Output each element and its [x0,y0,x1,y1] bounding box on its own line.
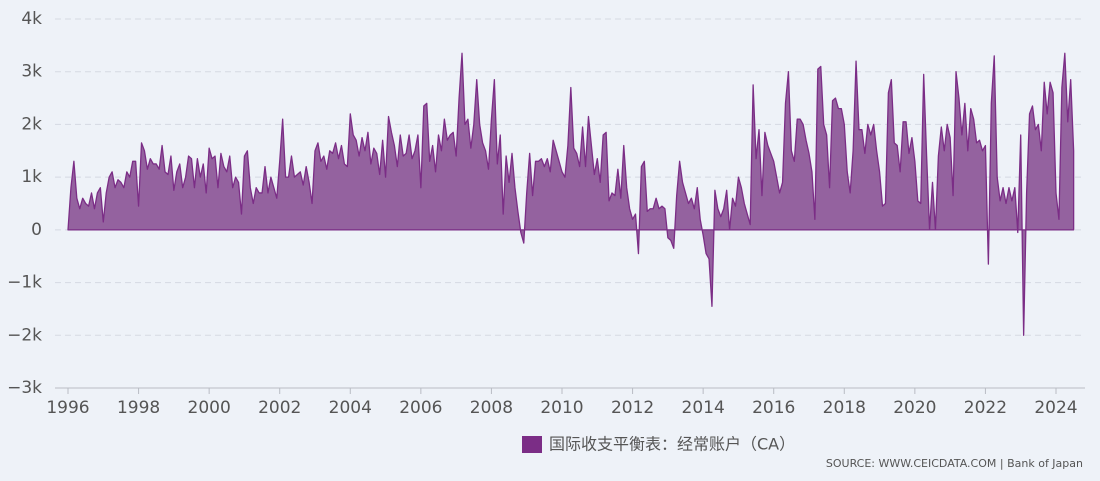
y-tick-label: −1k [7,273,42,293]
y-tick-label: −3k [7,378,42,398]
x-tick-label: 2016 [752,398,795,418]
x-tick-label: 2004 [329,398,372,418]
legend-label: 国际收支平衡表：经常账户（CA） [549,435,795,454]
x-tick-label: 1998 [117,398,160,418]
y-tick-label: 4k [21,9,42,29]
x-tick-label: 2006 [399,398,442,418]
y-tick-label: 0 [31,220,42,240]
x-tick-label: 2012 [611,398,654,418]
legend-swatch [522,436,542,453]
area [67,52,1075,336]
x-tick-label: 1996 [46,398,89,418]
y-tick-label: 3k [21,62,42,82]
x-tick-label: 2022 [964,398,1007,418]
y-tick-label: 1k [21,167,42,187]
y-tick-label: −2k [7,325,42,345]
y-tick-label: 2k [21,114,42,134]
x-tick-label: 2002 [258,398,301,418]
x-tick-label: 2020 [893,398,936,418]
x-tick-label: 2008 [470,398,513,418]
x-tick-label: 2000 [188,398,231,418]
source: SOURCE: WWW.CEICDATA.COM | Bank of Japan [826,457,1083,470]
x-tick-label: 2024 [1034,398,1077,418]
x-tick-label: 2018 [823,398,866,418]
x-tick-label: 2010 [540,398,583,418]
x-tick-label: 2014 [682,398,725,418]
